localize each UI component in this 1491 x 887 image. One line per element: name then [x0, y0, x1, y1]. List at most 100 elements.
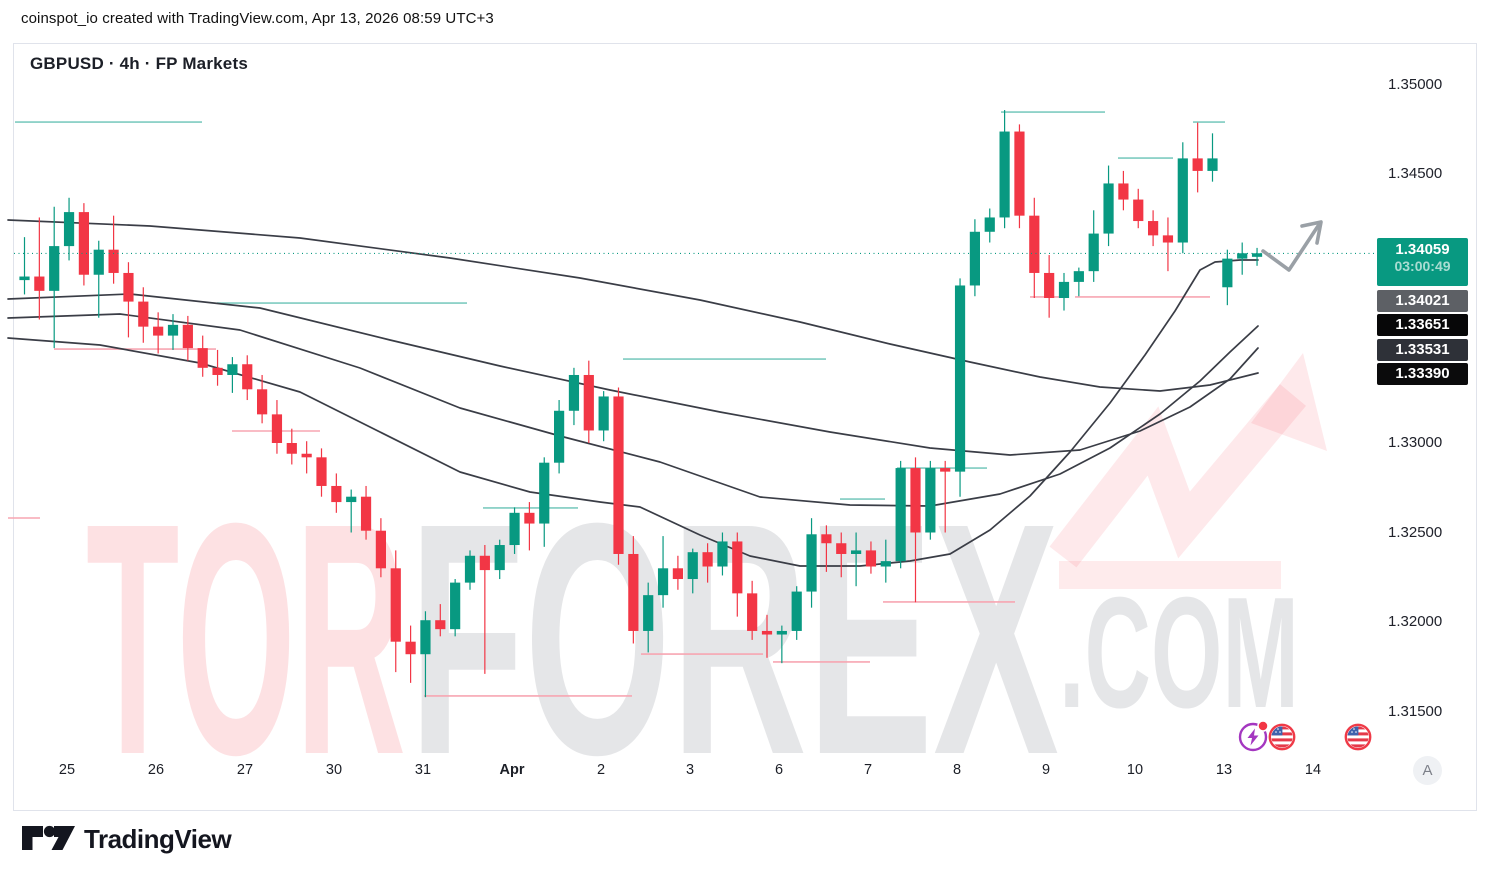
ma-slow-line: [7, 219, 1259, 392]
economic-event-lightning-icon[interactable]: [1238, 720, 1269, 752]
price-axis-label: 1.32500: [1388, 524, 1443, 541]
time-axis-label: 10: [1126, 762, 1144, 778]
candle: [405, 625, 416, 683]
time-axis-label: 8: [952, 762, 962, 778]
candle: [286, 428, 297, 465]
candle: [1237, 242, 1248, 275]
candle: [93, 240, 104, 318]
time-axis-label: 6: [774, 762, 784, 778]
bar-countdown: 03:00:49: [1394, 258, 1451, 274]
time-axis-label: 13: [1215, 762, 1233, 778]
candle: [999, 110, 1010, 229]
timezone-button[interactable]: A: [1413, 756, 1442, 785]
candle: [1088, 210, 1099, 282]
candle: [63, 197, 75, 261]
ma-value-badge: 1.34021: [1377, 290, 1468, 312]
ma-mid-1-line: [7, 313, 1259, 507]
candle: [880, 539, 891, 583]
tradingview-logo-icon: [22, 825, 75, 850]
time-axis-label: 7: [863, 762, 873, 778]
candle: [49, 206, 60, 349]
candle: [435, 604, 446, 637]
candle: [568, 367, 580, 426]
candle: [242, 355, 253, 401]
candle: [153, 312, 164, 354]
candle: [197, 335, 208, 377]
candle: [182, 315, 193, 361]
candle: [776, 625, 787, 664]
candle: [1162, 217, 1174, 272]
candle: [1222, 249, 1233, 306]
time-axis-label: Apr: [499, 762, 525, 778]
candle: [360, 485, 372, 540]
candle: [450, 579, 461, 637]
candle: [583, 360, 594, 443]
tradingview-logo[interactable]: TradingView: [18, 816, 298, 866]
candle: [1251, 247, 1263, 266]
trend-arrow-annotation[interactable]: [1261, 221, 1322, 272]
us-flag-event-icon-2[interactable]: [1344, 723, 1372, 751]
candle: [316, 448, 327, 497]
candle: [747, 580, 758, 640]
symbol-title: GBPUSD · 4h · FP Markets: [30, 54, 248, 73]
price-axis-label: 1.35000: [1388, 76, 1443, 93]
current-price-badge: 1.34059 03:00:49: [1377, 238, 1468, 286]
candle: [271, 400, 283, 454]
candle: [78, 203, 89, 286]
candle: [761, 614, 773, 658]
candle: [598, 391, 609, 442]
candle: [1029, 197, 1040, 299]
candle: [1177, 142, 1188, 254]
time-axis-label: 31: [414, 762, 432, 778]
candle: [628, 536, 639, 644]
current-price-value: 1.34059: [1395, 241, 1450, 258]
candle: [1014, 124, 1025, 229]
candle: [925, 460, 936, 540]
candle: [672, 555, 683, 590]
ma-value-badge: 1.33390: [1377, 363, 1468, 385]
candle: [539, 457, 550, 547]
time-axis-label: 3: [685, 762, 695, 778]
attribution-text: coinspot_io created with TradingView.com…: [21, 10, 494, 27]
candle: [1118, 170, 1129, 211]
candle: [954, 278, 966, 497]
candle: [643, 582, 654, 653]
price-axis-label: 1.33000: [1388, 434, 1443, 451]
candle: [1192, 122, 1203, 193]
candle: [1073, 267, 1084, 297]
us-flag-event-icon-1[interactable]: [1268, 723, 1296, 751]
trend-arrow-head: [1300, 220, 1323, 245]
candle: [940, 460, 951, 533]
candle: [464, 550, 476, 590]
candle: [123, 262, 134, 338]
candle: [524, 502, 535, 551]
candle: [167, 314, 179, 350]
candle: [895, 460, 906, 569]
candle: [1207, 133, 1218, 182]
candle: [390, 550, 401, 673]
candle: [375, 518, 386, 578]
price-axis-label: 1.31500: [1388, 703, 1443, 720]
candle: [554, 400, 565, 474]
candle: [613, 387, 624, 565]
candle: [301, 441, 312, 474]
candle: [821, 525, 832, 572]
candle: [1133, 188, 1144, 229]
event-alert-dot: [1257, 720, 1269, 732]
candle: [1044, 255, 1055, 318]
candle: [509, 507, 520, 554]
candle: [257, 374, 268, 424]
candle: [732, 532, 743, 617]
candle: [717, 532, 728, 576]
price-axis-label: 1.32000: [1388, 613, 1443, 630]
candle: [702, 543, 713, 583]
candle: [494, 539, 505, 580]
candle: [331, 473, 342, 513]
time-axis-label: 2: [596, 762, 606, 778]
ma-value-badge: 1.33531: [1377, 338, 1468, 361]
candle: [865, 541, 877, 574]
candlestick-chart[interactable]: [0, 0, 1491, 818]
time-axis-label: 30: [325, 762, 343, 778]
calendar-icons: [1238, 720, 1372, 752]
tradingview-logo-text: TradingView: [84, 824, 232, 854]
